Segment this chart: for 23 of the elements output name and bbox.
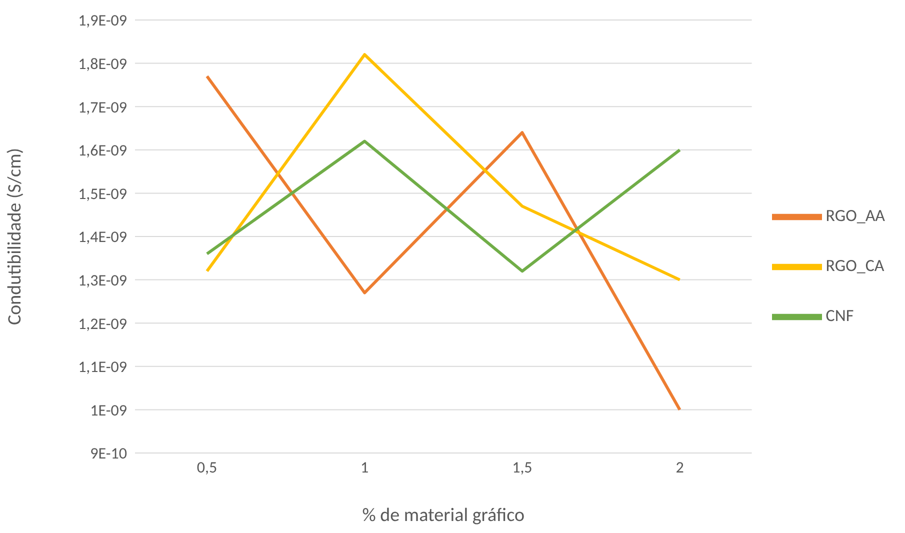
y-axis-title: Condutibilidade (S/cm) [4, 148, 27, 326]
legend-label: CNF [826, 304, 854, 326]
line-series [206, 140, 682, 273]
y-tick-label: 1,6E-09 [78, 142, 127, 161]
y-tick-label: 1E-09 [90, 401, 127, 420]
line-series [206, 74, 682, 412]
y-tick-label: 1,4E-09 [78, 228, 127, 248]
y-tick-label: 1,7E-09 [78, 98, 127, 118]
y-tick-label: 9E-10 [90, 444, 127, 464]
legend-label: RGO_AA [826, 204, 885, 226]
x-tick-label: 1 [360, 458, 369, 478]
x-axis-title: % de material gráfico [362, 504, 524, 527]
y-tick-label: 1,1E-09 [78, 358, 127, 378]
line-series [206, 53, 682, 282]
y-tick-label: 1,3E-09 [78, 271, 127, 290]
x-tick-label: 0,5 [196, 458, 218, 478]
y-tick-label: 1,5E-09 [78, 184, 127, 204]
y-tick-label: 1,8E-09 [78, 54, 127, 74]
legend-label: RGO_CA [826, 254, 884, 276]
x-tick-label: 2 [676, 458, 684, 478]
y-tick-label: 1,2E-09 [78, 314, 127, 334]
x-tick-label: 1,5 [512, 458, 532, 478]
y-tick-label: 1,9E-09 [78, 12, 127, 31]
